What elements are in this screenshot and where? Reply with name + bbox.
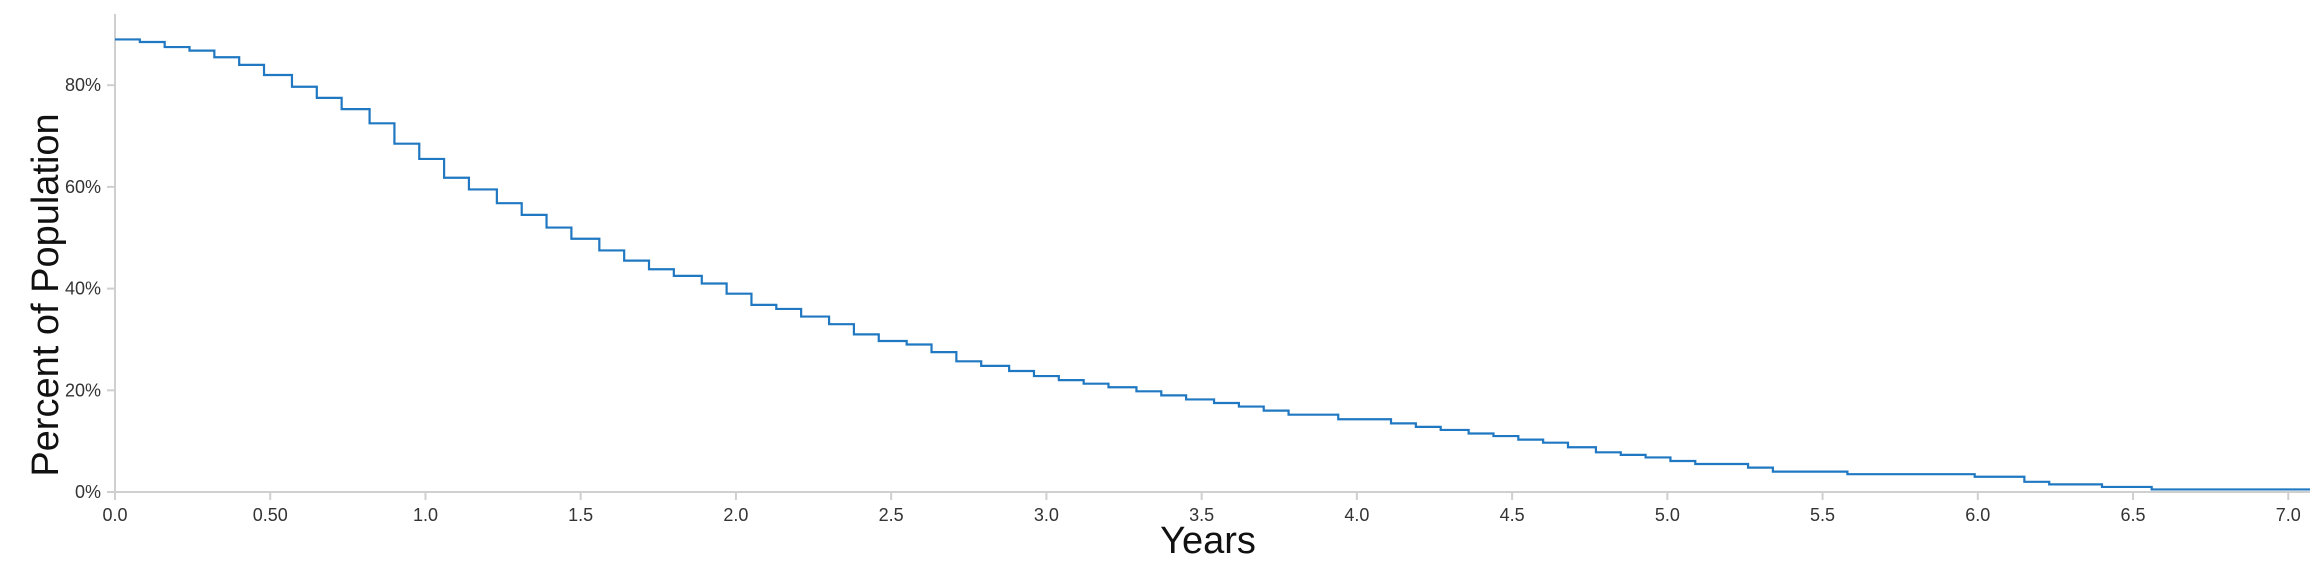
survival-step-line [115,38,2310,491]
y-tick-label: 60% [65,177,101,197]
plot-area: 0.0 0.50 1.0 1.5 2.0 2.5 3.0 3.5 4.0 4.5 5.0 5.5 6.0… [65,14,2310,525]
y-tick-label: 80% [65,75,101,95]
series-group [115,38,2310,491]
x-tick-label: 2.0 [723,505,748,525]
x-axis-title: Years [1160,520,1256,562]
y-tick-label: 0% [75,482,101,502]
x-tick-label: 3.0 [1034,505,1059,525]
y-tick-label: 40% [65,279,101,299]
x-tick-label: 1.5 [568,505,593,525]
y-axis-ticks: 0% 20% 40% 60% 80% [65,75,115,502]
x-tick-label: 1.0 [413,505,438,525]
x-tick-label: 0.50 [253,505,288,525]
x-tick-label: 4.5 [1500,505,1525,525]
x-tick-label: 7.0 [2276,505,2301,525]
y-axis-title: Percent of Population [25,113,67,476]
x-tick-label: 6.0 [1965,505,1990,525]
x-tick-label: 6.5 [2121,505,2146,525]
x-tick-label: 5.0 [1655,505,1680,525]
x-tick-label: 0.0 [102,505,127,525]
x-tick-label: 3.5 [1189,505,1214,525]
x-tick-label: 4.0 [1344,505,1369,525]
y-tick-label: 20% [65,380,101,400]
x-tick-label: 2.5 [879,505,904,525]
x-axis-ticks: 0.0 0.50 1.0 1.5 2.0 2.5 3.0 3.5 4.0 4.5 5.0 5.5 6.0… [102,492,2301,525]
x-tick-label: 5.5 [1810,505,1835,525]
